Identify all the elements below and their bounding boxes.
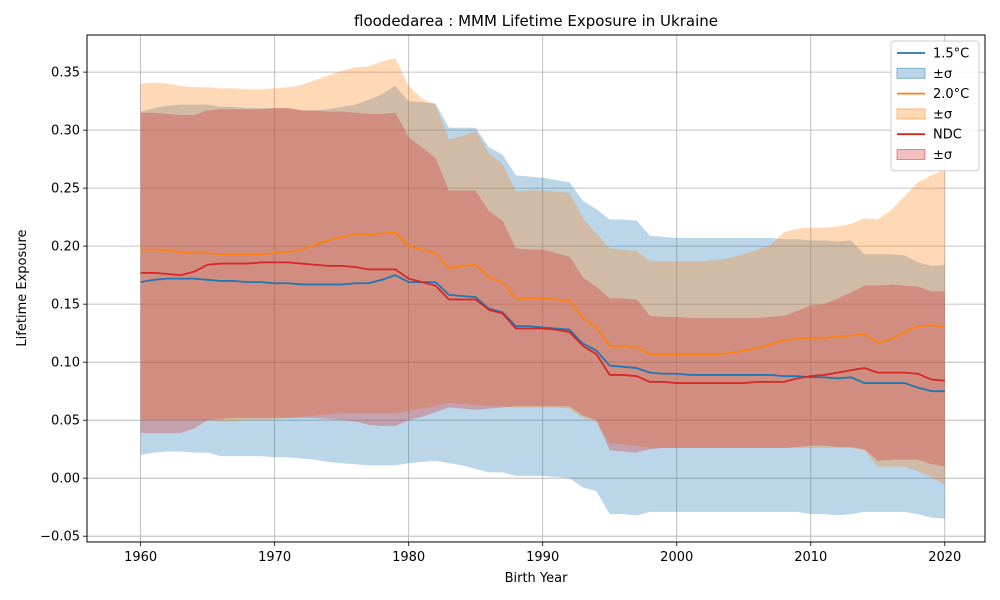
y-tick-label: 0.10 [51, 356, 80, 371]
y-tick-label: 0.05 [51, 414, 80, 429]
legend-label-series-1: 1.5°C [933, 47, 969, 62]
legend: 1.5°C ±σ 2.0°C ±σ NDC ±σ [890, 40, 980, 172]
x-tick-label: 2000 [660, 550, 693, 565]
line-series-3 [140, 261, 945, 384]
band-series-1 [140, 86, 945, 519]
y-tick-label: 0.20 [51, 240, 80, 255]
legend-swatch-band-1 [896, 67, 926, 79]
x-tick-label: 2010 [794, 550, 827, 565]
y-axis-label: Lifetime Exposure [15, 229, 30, 346]
x-tick-label: 1990 [526, 550, 559, 565]
bands [140, 58, 945, 519]
band-series-2 [140, 58, 945, 486]
legend-box [890, 40, 980, 172]
x-axis: 1960 1970 1980 1990 2000 2010 2020 [124, 542, 961, 565]
legend-swatch-band-3 [896, 149, 926, 160]
x-tick-label: 1980 [392, 550, 425, 565]
plot-frame [86, 34, 986, 543]
x-tick-label: 2020 [928, 550, 961, 565]
y-tick-label: 0.25 [51, 182, 80, 197]
lines [140, 231, 945, 393]
line-series-2 [140, 231, 945, 355]
legend-label-series-2: 2.0°C [933, 87, 969, 102]
y-tick-label: 0.15 [51, 298, 80, 313]
legend-swatch-band-2 [896, 108, 926, 120]
y-axis: −0.05 0.00 0.05 0.10 0.15 0.20 0.25 0.30 0.35 [40, 66, 87, 545]
chart-title: floodedarea : MMM Lifetime Exposure in U… [354, 12, 718, 30]
legend-label-band-3: ±σ [933, 148, 952, 163]
y-tick-label: −0.05 [40, 530, 80, 545]
y-tick-label: 0.00 [51, 472, 80, 487]
y-tick-label: 0.30 [51, 124, 80, 139]
y-tick-label: 0.35 [51, 66, 80, 81]
x-axis-label: Birth Year [505, 571, 569, 586]
x-tick-label: 1960 [124, 550, 157, 565]
legend-label-series-3: NDC [933, 128, 962, 143]
band-series-3 [140, 108, 945, 467]
legend-label-band-2: ±σ [933, 107, 952, 122]
line-series-1 [140, 274, 945, 393]
grid [87, 35, 985, 542]
x-tick-label: 1970 [258, 550, 291, 565]
legend-label-band-1: ±σ [933, 67, 952, 82]
